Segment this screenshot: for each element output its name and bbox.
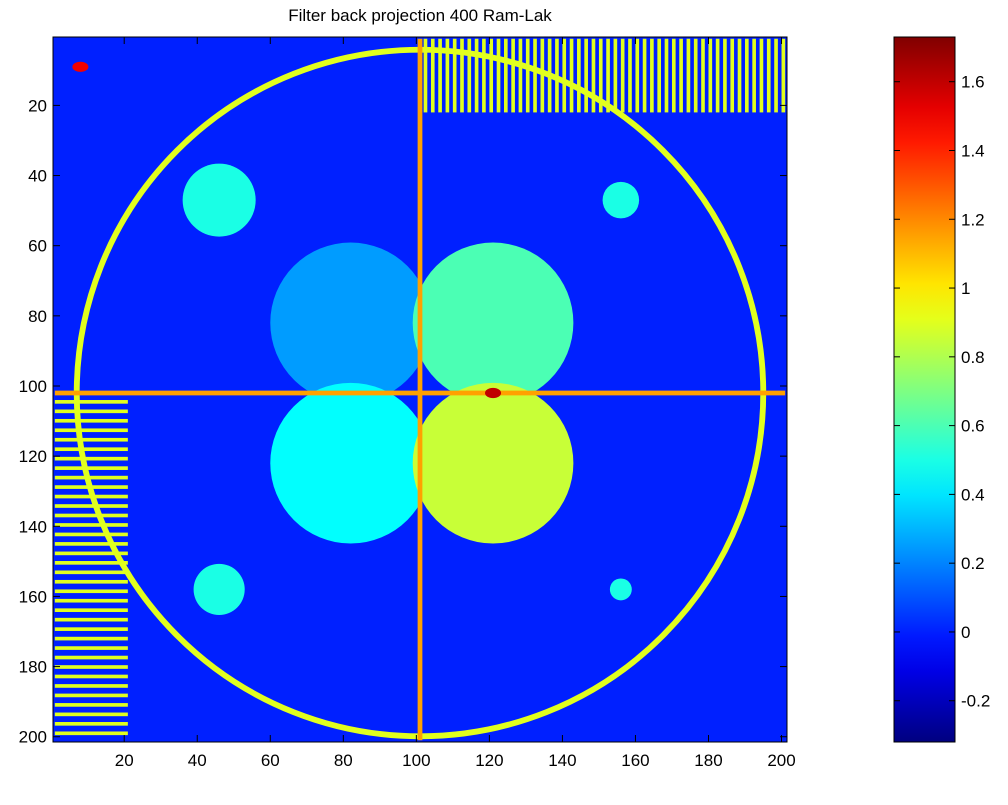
colorbar-tick-label: 0.8 (961, 348, 985, 367)
x-tick-label: 60 (261, 751, 280, 770)
colorbar (893, 36, 956, 743)
y-tick-label: 160 (19, 587, 47, 606)
x-tick-label: 100 (402, 751, 430, 770)
colorbar-tick-label: 0.6 (961, 417, 985, 436)
x-tick-label: 180 (694, 751, 722, 770)
x-tick-label: 20 (115, 751, 134, 770)
colorbar-gradient (893, 36, 956, 743)
x-tick-label: 80 (334, 751, 353, 770)
colorbar-tick-label: 1.2 (961, 210, 985, 229)
y-tick-label: 100 (19, 377, 47, 396)
colorbar-tick-label: 1 (961, 279, 970, 298)
axes-frame (52, 36, 788, 743)
heatmap-image (53, 37, 787, 742)
heatmap-stripes-14 (54, 400, 128, 736)
heatmap-disk-4 (609, 578, 632, 601)
heatmap-disk-8 (412, 382, 574, 544)
heatmap-spot-11 (72, 61, 89, 72)
chart-title: Filter back projection 400 Ram-Lak (288, 6, 552, 25)
x-tick-label: 40 (188, 751, 207, 770)
y-tick-label: 40 (28, 167, 47, 186)
heatmap-disk-1 (182, 163, 256, 237)
colorbar-tick-label: 1.6 (961, 73, 985, 92)
heatmap-disk-6 (412, 242, 574, 404)
x-tick-label: 120 (475, 751, 503, 770)
x-tick-label: 140 (548, 751, 576, 770)
heatmap-disk-3 (193, 563, 245, 615)
colorbar-tick-label: 0.4 (961, 485, 985, 504)
y-tick-label: 80 (28, 307, 47, 326)
colorbar-tick-label: -0.2 (961, 692, 990, 711)
y-tick-label: 20 (28, 96, 47, 115)
y-tick-label: 200 (19, 728, 47, 747)
x-tick-label: 160 (621, 751, 649, 770)
heatmap-disk-7 (270, 382, 431, 544)
x-axis: 20 40 60 80 100 120 140 160 180 200 (115, 37, 796, 770)
heatmap-stripes-13 (423, 38, 786, 113)
y-tick-label: 60 (28, 237, 47, 256)
heatmap-disk-2 (602, 181, 640, 219)
y-tick-label: 180 (19, 658, 47, 677)
y-tick-label: 140 (19, 517, 47, 536)
colorbar-tick-label: 1.4 (961, 141, 985, 160)
y-axis: 20 40 60 80 100 120 140 160 180 200 (19, 96, 787, 747)
colorbar-tick-label: 0 (961, 623, 970, 642)
colorbar-axis: -0.2 0 0.2 0.4 0.6 0.8 1 1.2 1.4 1.6 (894, 73, 990, 711)
x-tick-label: 200 (767, 751, 795, 770)
heatmap-disk-5 (270, 242, 431, 404)
y-tick-label: 120 (19, 447, 47, 466)
heatmap-spot-12 (485, 387, 502, 399)
colorbar-tick-label: 0.2 (961, 554, 985, 573)
